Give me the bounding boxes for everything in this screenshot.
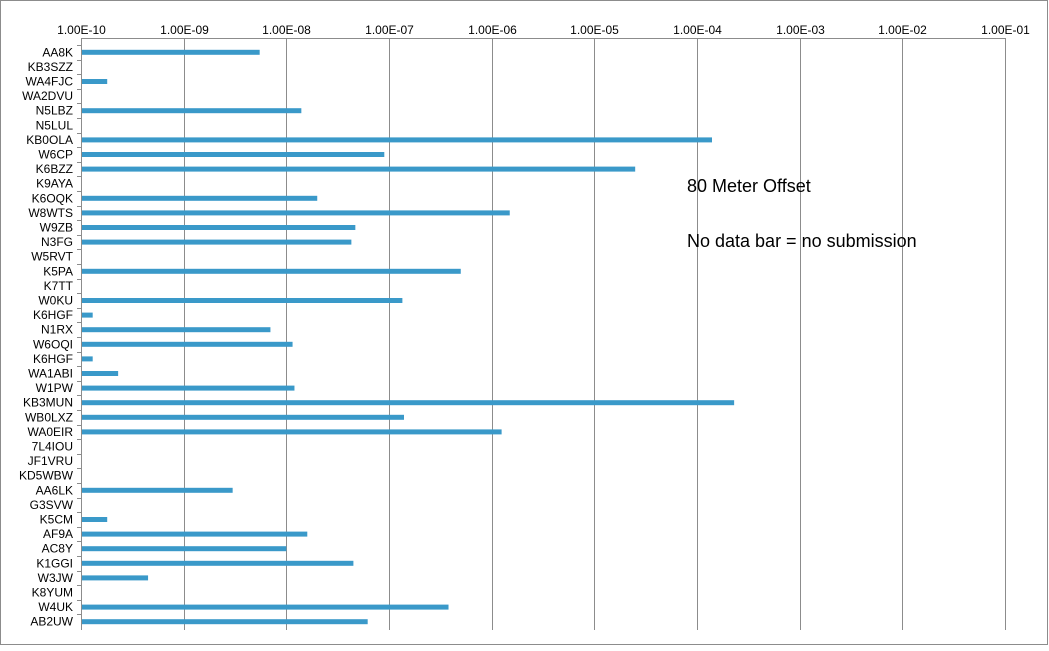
bar	[82, 356, 93, 362]
category-label: N3FG	[41, 235, 73, 249]
category-label: W5RVT	[31, 250, 73, 264]
x-tick-labels: 1.00E-10 1.00E-09 1.00E-08 1.00E-07 1.00E-06…	[57, 23, 1030, 37]
category-label: N1RX	[41, 323, 73, 337]
bar	[82, 298, 403, 303]
bar	[82, 108, 302, 114]
category-label: AA8K	[42, 45, 73, 59]
x-tick-label: 1.00E-09	[160, 23, 209, 37]
category-labels: AA8KKB3SZZWA4FJCWA2DVUN5LBZN5LULKB0OLAW6…	[19, 45, 81, 629]
bar	[82, 487, 233, 493]
category-label: AC8Y	[42, 542, 73, 556]
category-label: AA6LK	[36, 483, 73, 497]
category-label: K8YUM	[32, 586, 73, 600]
bar	[82, 239, 352, 245]
category-label: 7L4IOU	[32, 440, 73, 454]
bar	[82, 385, 295, 391]
x-tick-label: 1.00E-03	[776, 23, 825, 37]
category-label: WA4FJC	[25, 75, 73, 89]
x-tick-label: 1.00E-02	[878, 23, 927, 37]
bar	[82, 327, 271, 333]
category-label: WB0LXZ	[25, 410, 73, 424]
bar	[82, 312, 93, 318]
category-label: K7TT	[44, 279, 74, 293]
category-label: KD5WBW	[19, 469, 74, 483]
category-label: W8WTS	[28, 206, 73, 220]
bar	[82, 429, 502, 435]
x-tick-label: 1.00E-04	[673, 23, 722, 37]
category-label: K9AYA	[36, 177, 73, 191]
bar	[82, 400, 735, 406]
category-label: K1GGI	[36, 556, 73, 570]
bars	[82, 49, 735, 625]
bar	[82, 604, 449, 610]
category-label: AF9A	[43, 527, 73, 541]
axes	[81, 38, 1006, 630]
bar	[82, 517, 108, 522]
bar	[82, 268, 461, 274]
category-label: W4UK	[38, 600, 73, 614]
category-label: KB3MUN	[23, 396, 73, 410]
category-label: AB2UW	[30, 615, 73, 629]
x-tick-label: 1.00E-01	[981, 23, 1030, 37]
bar	[82, 225, 356, 230]
category-label: W1PW	[36, 381, 74, 395]
bar	[82, 531, 308, 537]
bar	[82, 371, 119, 376]
x-tick-label: 1.00E-06	[468, 23, 517, 37]
bar	[82, 79, 108, 84]
category-label: K5CM	[40, 513, 73, 527]
x-tick-label: 1.00E-08	[262, 23, 311, 37]
category-label: W6CP	[38, 148, 73, 162]
category-label: WA1ABI	[28, 367, 73, 381]
bar	[82, 152, 385, 157]
category-label: N5LUL	[36, 118, 74, 132]
x-tick-label: 1.00E-05	[570, 23, 619, 37]
annotation-no-data-note: No data bar = no submission	[687, 231, 917, 251]
bar	[82, 166, 636, 172]
bar	[82, 575, 149, 581]
category-label: KB3SZZ	[28, 60, 73, 74]
category-label: K5PA	[43, 264, 73, 278]
bar	[82, 210, 510, 216]
category-label: K6HGF	[33, 352, 73, 366]
bar	[82, 546, 287, 552]
bar	[82, 619, 368, 625]
bar	[82, 341, 293, 347]
bar	[82, 137, 713, 143]
category-label: W9ZB	[40, 221, 73, 235]
x-tick-label: 1.00E-07	[365, 23, 414, 37]
bar	[82, 49, 260, 55]
bar	[82, 195, 318, 201]
category-label: W6OQI	[33, 337, 73, 351]
bar	[82, 414, 405, 420]
bar	[82, 560, 354, 566]
category-label: K6OQK	[32, 191, 73, 205]
category-label: JF1VRU	[28, 454, 73, 468]
x-tick-label: 1.00E-10	[57, 23, 106, 37]
category-label: KB0OLA	[26, 133, 73, 147]
category-label: WA0EIR	[27, 425, 73, 439]
annotations: 80 Meter Offset No data bar = no submiss…	[687, 176, 917, 251]
category-label: WA2DVU	[22, 89, 73, 103]
annotation-offset-title: 80 Meter Offset	[687, 176, 811, 196]
category-label: N5LBZ	[36, 104, 73, 118]
category-label: K6BZZ	[36, 162, 73, 176]
category-label: W0KU	[38, 294, 73, 308]
category-label: W3JW	[38, 571, 74, 585]
category-label: G3SVW	[30, 498, 74, 512]
category-label: K6HGF	[33, 308, 73, 322]
